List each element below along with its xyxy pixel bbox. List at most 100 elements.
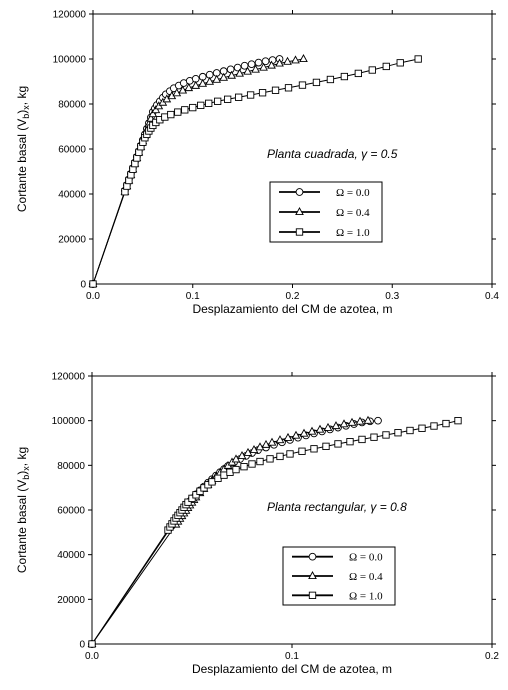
data-point-triangle-marker — [291, 430, 301, 439]
data-point-triangle-marker — [172, 88, 182, 97]
data-point-square-marker — [220, 471, 228, 479]
data-point-triangle-marker — [363, 415, 373, 424]
data-point-triangle-marker — [283, 56, 292, 65]
legend-square-marker — [308, 591, 317, 599]
y-tick-label: 0 — [80, 280, 86, 291]
series-line — [91, 420, 459, 645]
legend-square-marker — [295, 228, 304, 236]
data-point-square-marker — [189, 103, 197, 112]
legend-label: Ω = 0.0 — [336, 187, 370, 199]
series-line — [91, 420, 369, 645]
series-circle — [88, 416, 382, 648]
y-axis-title: Cortante basal (Vb)x, kg — [15, 447, 31, 573]
data-point-triangle-marker — [331, 421, 341, 430]
data-point-triangle-marker — [249, 444, 259, 453]
data-point-square-marker — [322, 442, 330, 450]
data-point-triangle-marker — [291, 55, 300, 64]
data-point-triangle-marker — [227, 70, 237, 79]
legend-label: Ω = 0.4 — [349, 571, 383, 583]
data-point-square-marker — [368, 66, 376, 74]
y-tick-label: 60000 — [57, 506, 85, 517]
data-point-triangle-marker — [299, 428, 309, 437]
x-tick-label: 0.2 — [286, 291, 300, 302]
data-point-triangle-marker — [315, 424, 325, 433]
data-point-square-marker — [284, 84, 293, 92]
data-point-triangle-marker — [339, 419, 349, 428]
legend-entry: Ω = 0.4 — [292, 571, 383, 583]
y-tick-label: 100000 — [52, 416, 86, 427]
legend-entry: Ω = 1.0 — [292, 590, 383, 602]
data-point-square-marker — [226, 468, 234, 476]
series-triangle — [87, 415, 373, 648]
legend: Ω = 0.0 Ω = 0.4 Ω = 1.0 — [282, 546, 396, 606]
data-point-square-marker — [382, 62, 390, 71]
data-point-triangle-marker — [198, 78, 208, 87]
y-tick-label: 60000 — [58, 145, 86, 156]
y-tick-label: 120000 — [53, 10, 87, 21]
data-point-square-marker — [430, 422, 438, 430]
data-point-triangle-marker — [275, 58, 284, 67]
data-point-square-marker — [286, 450, 294, 458]
data-point-square-marker — [418, 424, 426, 432]
data-point-square-marker — [256, 457, 264, 466]
data-point-square-marker — [174, 108, 182, 116]
legend-entry: Ω = 0.4 — [279, 207, 370, 219]
data-point-square-marker — [370, 433, 378, 441]
data-point-triangle-marker — [243, 447, 253, 456]
data-point-triangle-marker — [255, 442, 265, 451]
chart-planta-cuadrada: 0.0 0.1 0.2 0.3 0.4 0 20000 40000 60000 80000 1000… — [15, 10, 499, 317]
data-point-square-marker — [394, 429, 402, 437]
data-point-square-marker — [248, 460, 256, 468]
y-tick-label: 20000 — [57, 595, 85, 606]
data-point-triangle-marker — [212, 74, 222, 83]
data-point-square-marker — [414, 55, 422, 63]
data-point-square-marker — [334, 440, 342, 448]
data-point-triangle-marker — [283, 432, 293, 441]
data-point-square-marker — [354, 69, 362, 78]
data-point-triangle-marker — [205, 76, 215, 85]
data-point-circle-marker — [226, 65, 235, 74]
chart-planta-rectangular: 0.0 0.1 0.2 0 20000 40000 60000 80000 100000 1200… — [15, 372, 499, 677]
data-point-triangle-marker — [235, 68, 244, 77]
data-point-circle-marker — [374, 416, 382, 425]
data-point-triangle-marker — [231, 454, 241, 463]
data-point-triangle-marker — [275, 435, 285, 444]
data-point-square-marker — [310, 445, 318, 453]
data-point-square-marker — [298, 81, 307, 89]
data-point-square-marker — [312, 78, 321, 87]
data-point-square-marker — [184, 498, 192, 506]
series-line — [92, 58, 419, 285]
data-point-square-marker — [240, 463, 248, 471]
series-square — [89, 55, 422, 288]
legend-label: Ω = 1.0 — [349, 590, 383, 602]
data-point-square-marker — [197, 101, 205, 110]
y-axis-title: Cortante basal (Vb)x, kg — [15, 86, 31, 212]
data-point-triangle-marker — [243, 66, 252, 75]
data-point-square-marker — [454, 417, 462, 425]
data-point-triangle-marker — [267, 437, 277, 446]
data-point-square-marker — [358, 435, 366, 444]
x-axis-title: Desplazamiento del CM de azotea, m — [192, 662, 392, 676]
data-point-triangle-marker — [267, 60, 276, 69]
legend-label: Ω = 1.0 — [336, 227, 370, 239]
data-point-square-marker — [214, 474, 222, 482]
data-point-square-marker — [442, 419, 450, 428]
y-tick-label: 80000 — [58, 100, 86, 111]
data-point-circle-marker — [254, 58, 263, 67]
data-point-triangle-marker — [261, 439, 271, 448]
y-tick-label: 40000 — [58, 190, 86, 201]
data-point-square-marker — [205, 99, 213, 107]
data-point-square-marker — [276, 452, 284, 461]
data-point-triangle-marker — [191, 80, 201, 89]
y-tick-label: 80000 — [57, 461, 85, 472]
data-point-square-marker — [406, 426, 414, 435]
data-point-triangle-marker — [355, 416, 365, 425]
x-tick-label: 0.3 — [385, 291, 399, 302]
y-tick-label: 0 — [79, 640, 85, 651]
data-point-square-marker — [208, 478, 216, 486]
legend-label: Ω = 0.4 — [336, 207, 370, 219]
data-point-square-marker — [224, 95, 232, 103]
data-point-square-marker — [234, 93, 243, 101]
data-point-triangle-marker — [299, 54, 308, 63]
series-line — [91, 420, 379, 645]
